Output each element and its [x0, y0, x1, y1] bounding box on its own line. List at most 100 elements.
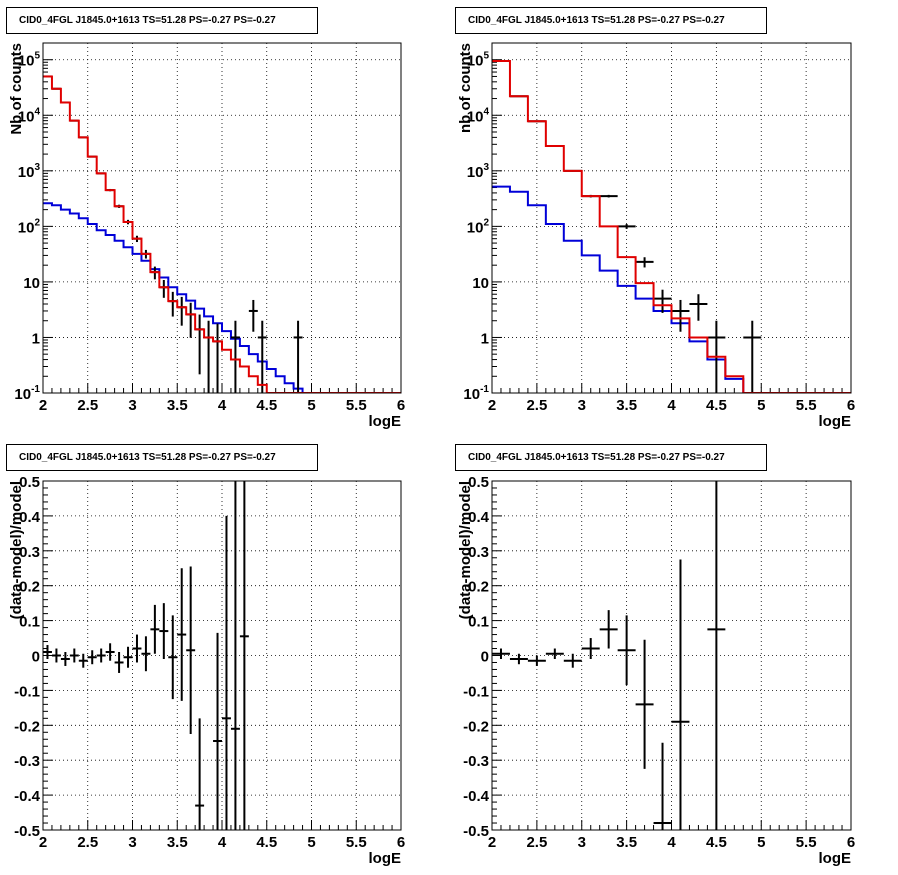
y-tick-label: 0.5: [19, 474, 40, 491]
x-tick-label: 2.5: [77, 397, 98, 414]
x-tick-label: 2: [488, 834, 496, 851]
y-tick-label: 0: [32, 649, 40, 666]
y-tick-label: 0.2: [468, 579, 489, 596]
model-step-line: [492, 59, 851, 393]
plot-title: CID0_4FGL J1845.0+1613 TS=51.28 PS=-0.27…: [468, 452, 725, 463]
x-axis-label: logE: [819, 413, 852, 430]
x-tick-label: 2.5: [526, 397, 547, 414]
plot-frame: [491, 480, 852, 831]
y-tick-label: 1: [481, 330, 489, 347]
x-tick-label: 6: [397, 834, 405, 851]
residual-plot-right: CID0_4FGL J1845.0+1613 TS=51.28 PS=-0.27…: [455, 444, 855, 867]
x-axis-label: logE: [369, 850, 402, 867]
plot-title: CID0_4FGL J1845.0+1613 TS=51.28 PS=-0.27…: [19, 15, 276, 26]
y-tick-label: 102: [18, 217, 41, 236]
residual-plot-left: CID0_4FGL J1845.0+1613 TS=51.28 PS=-0.27…: [6, 444, 405, 867]
y-tick-label: 105: [18, 51, 41, 70]
y-tick-label: 1: [32, 330, 40, 347]
y-tick-label: 10-1: [14, 384, 40, 403]
y-tick-label: 0.4: [468, 509, 490, 526]
x-tick-label: 4: [218, 397, 227, 414]
plot-area: [492, 481, 726, 830]
y-axis-label: (data-model)/model: [457, 481, 474, 619]
plot-area: [492, 59, 851, 393]
y-tick-label: 103: [467, 162, 490, 181]
y-tick-label: -0.4: [14, 788, 41, 805]
x-axis-label: logE: [369, 413, 402, 430]
plot-frame: [42, 480, 402, 831]
plot-frame: [491, 42, 852, 394]
plot-title: CID0_4FGL J1845.0+1613 TS=51.28 PS=-0.27…: [19, 452, 276, 463]
y-tick-label: 10-1: [463, 384, 489, 403]
x-tick-label: 2: [39, 834, 47, 851]
counts-plot-right: CID0_4FGL J1845.0+1613 TS=51.28 PS=-0.27…: [455, 7, 855, 430]
plot-title: CID0_4FGL J1845.0+1613 TS=51.28 PS=-0.27…: [468, 15, 725, 26]
x-tick-label: 2.5: [77, 834, 98, 851]
y-tick-label: -0.1: [463, 683, 489, 700]
y-tick-label: 0.4: [19, 509, 41, 526]
plot-title-box: [455, 444, 767, 471]
y-tick-label: 0.1: [19, 614, 40, 631]
x-tick-label: 5: [757, 397, 765, 414]
background-model-step-line: [43, 202, 401, 393]
x-tick-label: 3: [578, 834, 586, 851]
x-tick-label: 6: [847, 834, 855, 851]
y-tick-label: 102: [467, 217, 490, 236]
y-tick-label: -0.3: [463, 753, 489, 770]
y-tick-label: 0.1: [468, 614, 489, 631]
y-tick-label: 0.3: [468, 544, 489, 561]
x-tick-label: 2.5: [526, 834, 547, 851]
x-tick-label: 5: [307, 834, 315, 851]
plot-title-box: [455, 7, 767, 34]
y-tick-label: 0: [481, 649, 489, 666]
y-tick-label: 103: [18, 162, 41, 181]
y-axis-label: Nb of counts: [8, 43, 25, 135]
x-tick-label: 5: [307, 397, 315, 414]
y-tick-label: 104: [467, 106, 490, 125]
x-tick-label: 3.5: [167, 397, 188, 414]
background-model-step-line: [492, 185, 851, 393]
y-tick-label: -0.5: [463, 823, 489, 840]
y-tick-label: 0.2: [19, 579, 40, 596]
counts-plot-left: CID0_4FGL J1845.0+1613 TS=51.28 PS=-0.27…: [6, 7, 405, 430]
x-tick-label: 6: [847, 397, 855, 414]
x-tick-label: 4: [218, 834, 227, 851]
y-tick-label: -0.1: [14, 683, 40, 700]
x-tick-label: 4: [667, 834, 676, 851]
y-tick-label: -0.4: [463, 788, 490, 805]
x-tick-label: 4.5: [706, 397, 727, 414]
x-tick-label: 5: [757, 834, 765, 851]
x-tick-label: 4.5: [706, 834, 727, 851]
x-tick-label: 5.5: [796, 834, 817, 851]
plot-frame: [42, 42, 402, 394]
x-tick-label: 5.5: [346, 834, 367, 851]
x-tick-label: 2: [39, 397, 47, 414]
y-axis-label: nb of counts: [457, 43, 474, 133]
y-tick-label: 10: [472, 275, 489, 292]
y-tick-label: 104: [18, 106, 41, 125]
y-tick-label: -0.5: [14, 823, 40, 840]
y-tick-label: 0.3: [19, 544, 40, 561]
y-tick-label: -0.2: [14, 718, 40, 735]
x-tick-label: 6: [397, 397, 405, 414]
y-tick-label: -0.3: [14, 753, 40, 770]
y-tick-label: 105: [467, 51, 490, 70]
plot-area: [43, 75, 401, 393]
x-tick-label: 4.5: [256, 397, 277, 414]
plot-title-box: [6, 7, 318, 34]
y-tick-label: -0.2: [463, 718, 489, 735]
model-step-line: [43, 75, 401, 393]
x-tick-label: 5.5: [796, 397, 817, 414]
x-tick-label: 2: [488, 397, 496, 414]
plot-title-box: [6, 444, 318, 471]
plot-area: [43, 481, 249, 830]
y-axis-label: (data-model)/model: [8, 481, 25, 619]
y-tick-label: 10: [23, 275, 40, 292]
y-tick-label: 0.5: [468, 474, 489, 491]
x-tick-label: 3.5: [616, 397, 637, 414]
x-tick-label: 4.5: [256, 834, 277, 851]
x-tick-label: 5.5: [346, 397, 367, 414]
x-tick-label: 4: [667, 397, 676, 414]
x-tick-label: 3.5: [616, 834, 637, 851]
